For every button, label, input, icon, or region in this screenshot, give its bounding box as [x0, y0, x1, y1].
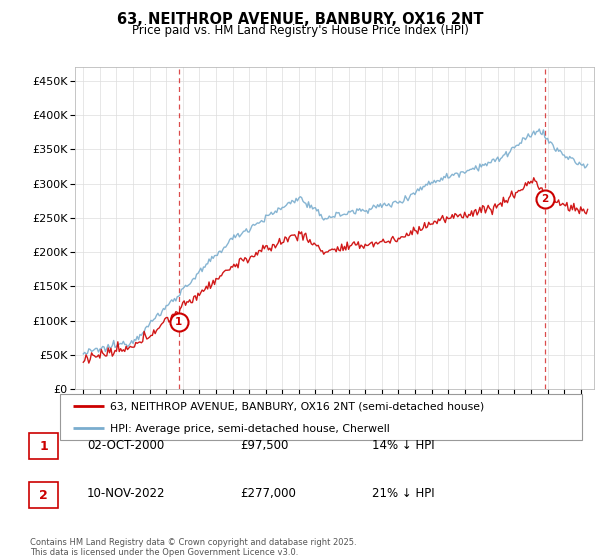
FancyBboxPatch shape	[29, 482, 58, 508]
Text: 1: 1	[175, 318, 182, 328]
Text: 2: 2	[541, 194, 549, 204]
Text: 10-NOV-2022: 10-NOV-2022	[87, 487, 166, 501]
Text: £277,000: £277,000	[240, 487, 296, 501]
Text: 63, NEITHROP AVENUE, BANBURY, OX16 2NT: 63, NEITHROP AVENUE, BANBURY, OX16 2NT	[117, 12, 483, 27]
Text: £97,500: £97,500	[240, 438, 289, 452]
Text: 1: 1	[39, 440, 48, 453]
Text: 02-OCT-2000: 02-OCT-2000	[87, 438, 164, 452]
Text: Contains HM Land Registry data © Crown copyright and database right 2025.
This d: Contains HM Land Registry data © Crown c…	[30, 538, 356, 557]
Text: 21% ↓ HPI: 21% ↓ HPI	[372, 487, 434, 501]
Text: HPI: Average price, semi-detached house, Cherwell: HPI: Average price, semi-detached house,…	[110, 423, 389, 433]
Text: Price paid vs. HM Land Registry's House Price Index (HPI): Price paid vs. HM Land Registry's House …	[131, 24, 469, 36]
FancyBboxPatch shape	[29, 433, 58, 459]
Text: 14% ↓ HPI: 14% ↓ HPI	[372, 438, 434, 452]
Text: 2: 2	[39, 488, 48, 502]
Text: 63, NEITHROP AVENUE, BANBURY, OX16 2NT (semi-detached house): 63, NEITHROP AVENUE, BANBURY, OX16 2NT (…	[110, 402, 484, 412]
FancyBboxPatch shape	[60, 394, 582, 440]
